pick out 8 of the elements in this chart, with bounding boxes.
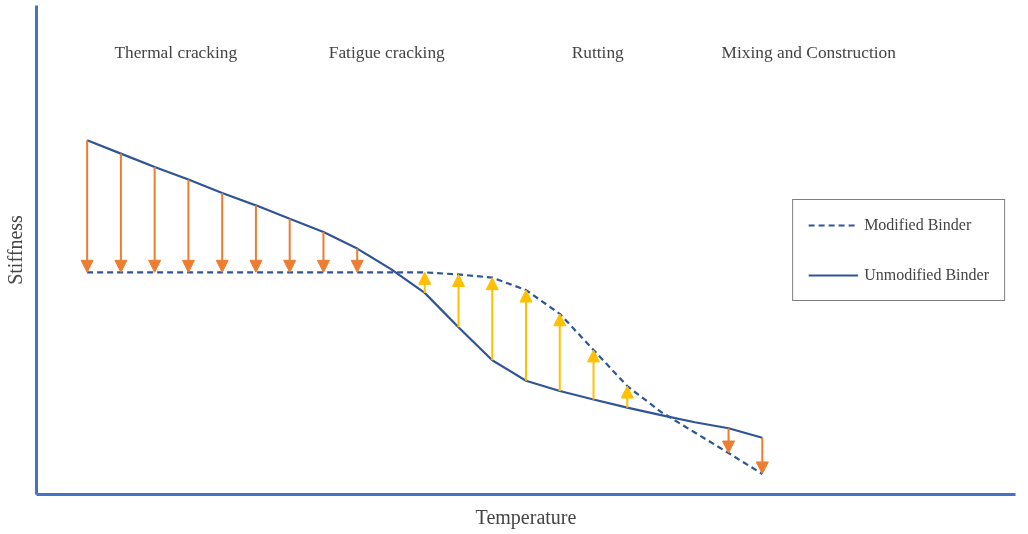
y-axis-title: Stiffness: [3, 214, 26, 285]
text: Rutting: [571, 43, 625, 63]
text: Fatigue cracking: [328, 43, 446, 63]
legend-label: Unmodified Binder: [864, 265, 989, 284]
legend-label: Modified Binder: [864, 215, 972, 234]
text: Mixing and Construction: [721, 43, 897, 63]
x-axis-title: Temperature: [475, 505, 577, 529]
text: Thermal cracking: [114, 43, 238, 63]
